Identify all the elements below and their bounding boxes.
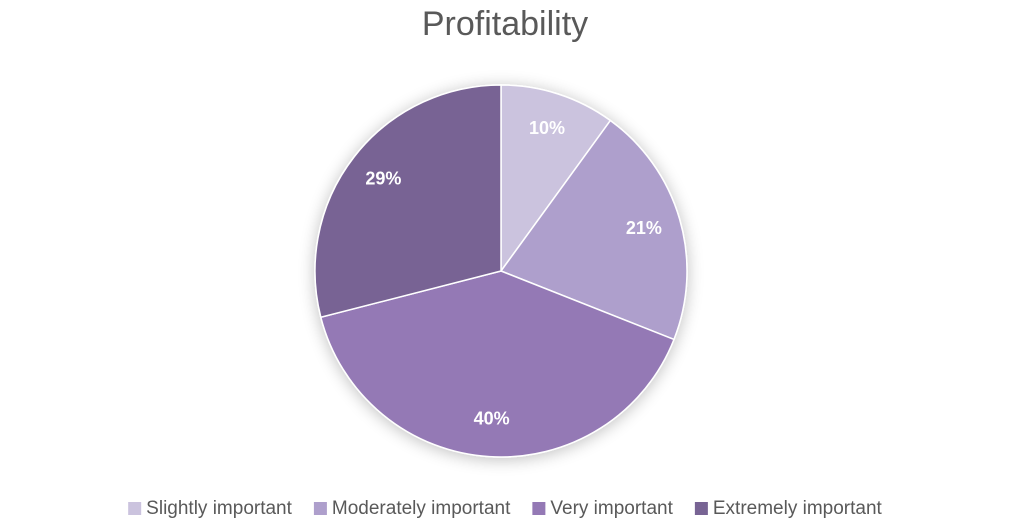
legend-label: Moderately important [332,498,511,519]
legend-label: Very important [550,498,673,519]
pie-slice [500,84,612,274]
pie [314,84,688,458]
legend-label: Slightly important [146,498,292,519]
data-label: 40% [474,408,510,428]
pie-slice [314,84,502,319]
chart-title: Profitability [422,5,588,43]
legend-swatch [128,502,142,515]
legend-label: Extremely important [713,498,883,519]
pie-slice [499,119,688,341]
data-label: 21% [626,218,662,238]
data-label: 29% [365,169,401,189]
data-label: 10% [529,118,565,138]
legend-swatch [694,502,708,515]
legend-swatch [532,502,546,515]
legend-swatch [313,502,327,515]
pie-slice [319,270,675,458]
